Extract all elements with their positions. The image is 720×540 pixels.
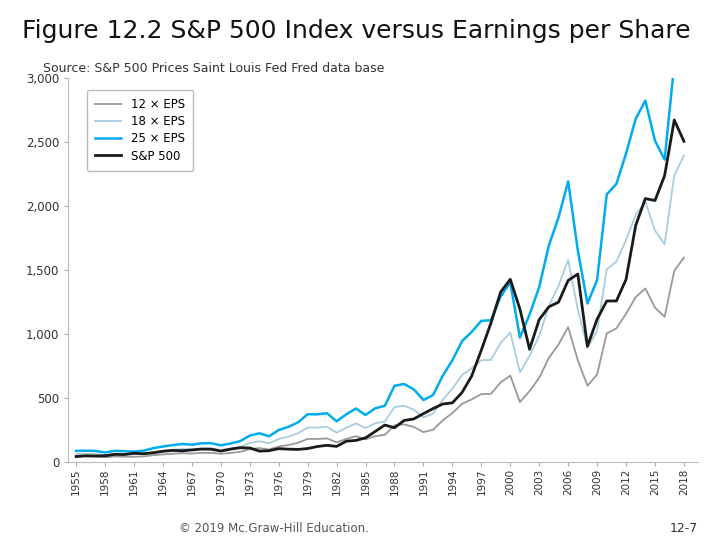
Line: 18 × EPS: 18 × EPS (76, 156, 684, 455)
S&P 500 (72, 453, 81, 460)
12 × EPS (467, 396, 476, 403)
18 × EPS (419, 414, 428, 421)
12 × EPS (101, 454, 109, 461)
12 × EPS (680, 254, 688, 261)
18 × EPS (381, 418, 390, 424)
S&P 500 (371, 428, 379, 435)
18 × EPS (158, 448, 167, 454)
18 × EPS (680, 152, 688, 159)
Line: S&P 500: S&P 500 (76, 120, 684, 456)
12 × EPS (158, 451, 167, 457)
18 × EPS (477, 357, 486, 363)
25 × EPS (419, 397, 428, 403)
Text: Figure 12.2 S&P 500 Index versus Earnings per Share: Figure 12.2 S&P 500 Index versus Earning… (22, 19, 690, 43)
S&P 500 (323, 442, 331, 449)
Line: 25 × EPS: 25 × EPS (76, 37, 684, 453)
S&P 500 (149, 449, 158, 456)
Text: © 2019 Mc.Graw-Hill Education.: © 2019 Mc.Graw-Hill Education. (179, 522, 369, 535)
Legend: 12 × EPS, 18 × EPS, 25 × EPS, S&P 500: 12 × EPS, 18 × EPS, 25 × EPS, S&P 500 (87, 90, 193, 171)
12 × EPS (381, 431, 390, 438)
18 × EPS (101, 452, 109, 458)
25 × EPS (158, 443, 167, 450)
12 × EPS (477, 391, 486, 397)
S&P 500 (467, 373, 476, 379)
S&P 500 (458, 389, 467, 396)
S&P 500 (670, 117, 679, 123)
25 × EPS (101, 449, 109, 456)
12 × EPS (333, 439, 341, 446)
12 × EPS (419, 429, 428, 435)
S&P 500 (410, 416, 418, 422)
Text: 12-7: 12-7 (670, 522, 698, 535)
25 × EPS (381, 402, 390, 409)
S&P 500 (680, 138, 688, 145)
Text: Source: S&P 500 Prices Saint Louis Fed Fred data base: Source: S&P 500 Prices Saint Louis Fed F… (43, 62, 384, 75)
Line: 12 × EPS: 12 × EPS (76, 258, 684, 457)
25 × EPS (72, 448, 81, 454)
25 × EPS (467, 329, 476, 335)
18 × EPS (72, 451, 81, 457)
12 × EPS (72, 453, 81, 460)
18 × EPS (467, 365, 476, 372)
18 × EPS (333, 429, 341, 436)
25 × EPS (680, 33, 688, 40)
25 × EPS (477, 318, 486, 324)
25 × EPS (333, 418, 341, 424)
